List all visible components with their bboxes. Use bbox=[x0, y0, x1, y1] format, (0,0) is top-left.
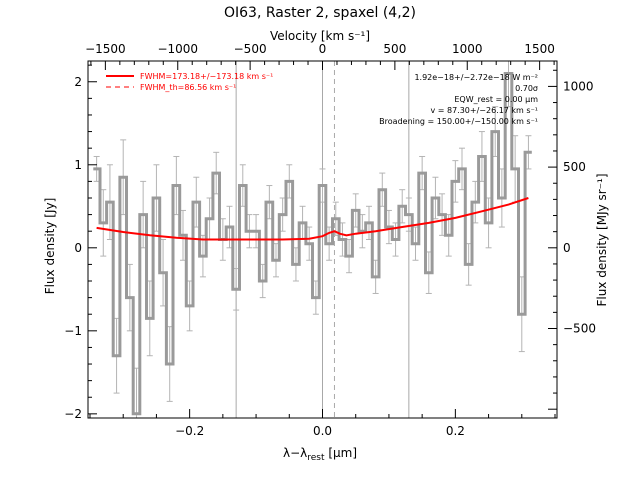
x-axis-label-unit: [μm] bbox=[325, 446, 358, 460]
y-tick-label: −2 bbox=[64, 407, 82, 421]
y2-tick-label: 0 bbox=[563, 241, 571, 255]
y-tick-label: −1 bbox=[64, 324, 82, 338]
legend-label-fwhm: FWHM=173.18+/−173.18 km s⁻¹ bbox=[140, 72, 273, 81]
annotation-flux: 1.92e−18+/−2.72e−18 W m⁻² bbox=[414, 73, 538, 82]
annotation-broadening: Broadening = 150.00+/−150.00 km s⁻¹ bbox=[379, 117, 538, 126]
legend-label-fwhm-th: FWHM_th=86.56 km s⁻¹ bbox=[140, 83, 236, 92]
y2-tick-label: 1000 bbox=[563, 79, 594, 93]
annotation-velocity: v = 87.30+/−26.17 km s⁻¹ bbox=[430, 106, 538, 115]
y-axis-label: Flux density [Jy] bbox=[43, 198, 57, 295]
chart-title: OI63, Raster 2, spaxel (4,2) bbox=[224, 5, 416, 21]
fit-series bbox=[96, 197, 529, 241]
y2-tick-label: 500 bbox=[563, 160, 586, 174]
top-tick-label: 1000 bbox=[452, 42, 483, 56]
top-axis-label: Velocity [km s⁻¹] bbox=[270, 29, 370, 43]
y2-tick-label: −500 bbox=[563, 322, 596, 336]
y-tick-label: 0 bbox=[74, 241, 82, 255]
legend: FWHM=173.18+/−173.18 km s⁻¹ FWHM_th=86.5… bbox=[106, 72, 273, 92]
top-tick-label: 500 bbox=[383, 42, 406, 56]
y2-axis-label: Flux density [MJy sr⁻¹] bbox=[595, 173, 609, 306]
x-axis-label-sub: rest bbox=[307, 453, 325, 463]
data-series bbox=[93, 72, 532, 416]
annotations: 1.92e−18+/−2.72e−18 W m⁻² 0.70σ EQW_rest… bbox=[379, 73, 538, 126]
annotation-eqw: EQW_rest = 0.00 μm bbox=[454, 95, 538, 104]
y-tick-label: 2 bbox=[74, 75, 82, 89]
top-tick-label: −1000 bbox=[157, 42, 198, 56]
axis-ticks: −0.2 0.0 0.2−1500 −1000 −500 0 500 1000 1500−2−1… bbox=[64, 42, 596, 438]
annotation-sigma: 0.70σ bbox=[515, 84, 538, 93]
top-tick-label: −1500 bbox=[85, 42, 126, 56]
x-tick-label: 0.0 bbox=[313, 424, 332, 438]
x-tick-label: 0.2 bbox=[446, 424, 465, 438]
x-axis-label: λ−λrest [μm] bbox=[283, 446, 357, 463]
data-step-line bbox=[93, 72, 532, 416]
x-axis-label-main: λ−λ bbox=[283, 446, 307, 460]
top-tick-label: 0 bbox=[319, 42, 327, 56]
fit-curve bbox=[96, 197, 529, 241]
top-tick-label: 1500 bbox=[524, 42, 555, 56]
x-tick-label: −0.2 bbox=[175, 424, 204, 438]
y-tick-label: 1 bbox=[74, 158, 82, 172]
top-tick-label: −500 bbox=[234, 42, 267, 56]
